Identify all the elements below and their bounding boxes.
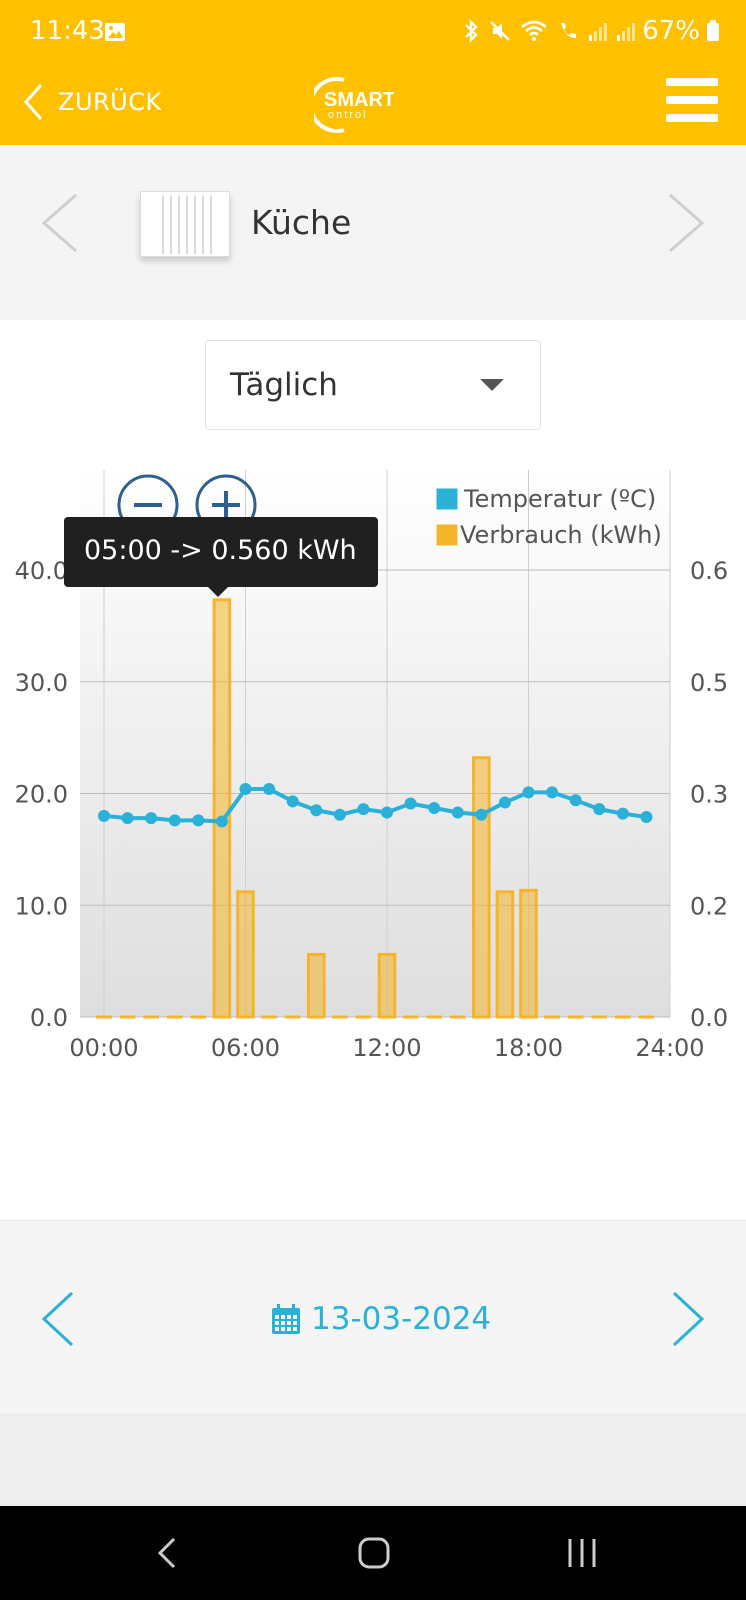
temperature-point (239, 783, 252, 796)
date-navigation: 13-03-2024 (0, 1220, 746, 1414)
previous-device-button[interactable] (38, 191, 80, 255)
next-device-button[interactable] (666, 191, 708, 255)
temperature-point (333, 808, 346, 821)
calendar-icon (272, 1304, 300, 1334)
x-tick-label: 18:00 (494, 1034, 563, 1062)
footer-strip (0, 1414, 746, 1506)
temperature-point (381, 806, 393, 819)
svg-text:SMART: SMART (324, 89, 394, 111)
temperature-point (310, 804, 323, 817)
y-left-tick-label: 20.0 (15, 781, 68, 809)
mute-icon (490, 21, 511, 41)
status-bar: 11:43 67% (0, 0, 746, 66)
temperature-point (357, 803, 370, 816)
caret-down-icon (480, 379, 504, 391)
temperature-point (263, 783, 276, 796)
device-header: Küche (0, 145, 746, 320)
tooltip-text: 05:00 -> 0.560 kWh (84, 535, 357, 566)
x-tick-label: 12:00 (352, 1034, 421, 1062)
device-name: Küche (251, 203, 352, 242)
status-right: 67% (462, 16, 720, 46)
temperature-point (522, 786, 535, 799)
previous-day-button[interactable] (40, 1289, 76, 1349)
axis-ticks: 0.0 10.0 20.0 30.0 40.0 0.0 0.2 0.3 0.5 0.6 00:00 0… (15, 557, 729, 1062)
temperature-point (428, 802, 441, 815)
next-day-button[interactable] (670, 1289, 706, 1349)
consumption-bar (212, 598, 232, 1019)
y-left-tick-label: 10.0 (15, 892, 68, 920)
temperature-point (192, 814, 205, 827)
date-picker[interactable]: 13-03-2024 (271, 1301, 491, 1337)
chart-legend: Temperatur (ºC) Verbrauch (kWh) (435, 485, 662, 549)
back-label: ZURÜCK (58, 88, 162, 116)
x-tick-label: 24:00 (635, 1034, 704, 1062)
consumption-bars (96, 598, 655, 1019)
consumption-bar (377, 952, 397, 1019)
temperature-point (286, 795, 299, 808)
y-right-tick-label: 0.3 (690, 781, 728, 809)
y-right-tick-label: 0.0 (690, 1004, 728, 1032)
period-select[interactable]: Täglich (205, 340, 541, 430)
status-time: 11:43 (30, 16, 105, 46)
temperature-point (98, 809, 110, 822)
signal-icon (589, 23, 608, 41)
selected-date: 13-03-2024 (311, 1301, 492, 1337)
consumption-bar (495, 890, 515, 1019)
radiator-icon (140, 191, 230, 257)
wifi-icon (521, 20, 548, 41)
y-left-tick-label: 40.0 (15, 557, 68, 585)
x-tick-label: 06:00 (211, 1034, 280, 1062)
tooltip-arrow (208, 587, 228, 597)
back-icon[interactable] (155, 1536, 179, 1570)
y-left-tick-label: 30.0 (15, 669, 68, 697)
temperature-point (569, 794, 582, 807)
temperature-point (451, 806, 464, 819)
temperature-point (145, 812, 158, 825)
legend-label-temperature: Temperatur (ºC) (463, 485, 656, 513)
recents-icon[interactable] (566, 1536, 598, 1570)
signal-icon (617, 23, 636, 41)
temperature-point (215, 815, 228, 828)
y-right-tick-label: 0.2 (690, 892, 728, 920)
temperature-point (404, 797, 417, 810)
consumption-bar (236, 890, 255, 1019)
y-left-tick-label: 0.0 (30, 1004, 68, 1032)
y-right-tick-label: 0.6 (690, 557, 728, 585)
svg-text:ontrol: ontrol (328, 109, 368, 121)
x-tick-label: 00:00 (69, 1034, 138, 1062)
temperature-line (98, 783, 653, 828)
period-select-value: Täglich (230, 367, 338, 403)
consumption-bar (306, 952, 326, 1019)
chevron-left-icon (23, 84, 43, 120)
temperature-point (616, 807, 629, 820)
legend-swatch-temperature (435, 487, 459, 511)
battery-percentage: 67% (642, 16, 700, 46)
temperature-point (640, 810, 653, 823)
temperature-point (593, 803, 606, 816)
temperature-point (498, 796, 511, 809)
back-button[interactable]: ZURÜCK (22, 80, 162, 124)
legend-label-consumption: Verbrauch (kWh) (460, 521, 662, 549)
consumption-bar (472, 756, 491, 1019)
wifi-call-icon (561, 23, 577, 39)
smart-control-logo: SMART ontrol (314, 77, 394, 133)
system-nav-bar (0, 1506, 746, 1600)
temperature-point (168, 814, 181, 827)
temperature-point (546, 786, 559, 799)
hamburger-menu-icon[interactable] (666, 78, 718, 122)
bluetooth-icon (465, 19, 478, 43)
battery-icon (707, 20, 719, 41)
chart-tooltip: 05:00 -> 0.560 kWh (64, 517, 378, 597)
app-bar: ZURÜCK SMART ontrol (0, 66, 746, 145)
temperature-point (121, 812, 134, 825)
y-right-tick-label: 0.5 (690, 669, 728, 697)
image-icon (105, 23, 125, 41)
consumption-bar (519, 888, 538, 1019)
legend-swatch-consumption (435, 523, 459, 547)
temperature-point (475, 808, 488, 821)
home-icon[interactable] (358, 1536, 390, 1570)
